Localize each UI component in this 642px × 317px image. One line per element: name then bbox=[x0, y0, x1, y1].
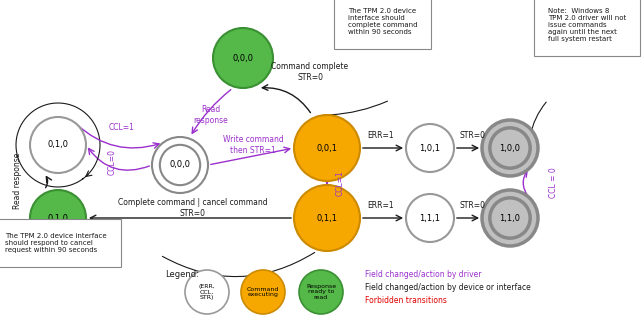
Text: Complete command | cancel command
STR=0: Complete command | cancel command STR=0 bbox=[118, 198, 268, 218]
Circle shape bbox=[241, 270, 285, 314]
Circle shape bbox=[299, 270, 343, 314]
Text: 0,0,0: 0,0,0 bbox=[169, 160, 191, 170]
Circle shape bbox=[294, 185, 360, 251]
Circle shape bbox=[406, 124, 454, 172]
Text: Legend:: Legend: bbox=[165, 270, 199, 279]
Text: 1,1,0: 1,1,0 bbox=[499, 214, 521, 223]
Text: Command complete
STR=0: Command complete STR=0 bbox=[272, 62, 349, 82]
Text: 1,0,0: 1,0,0 bbox=[499, 144, 521, 152]
Circle shape bbox=[294, 115, 360, 181]
Circle shape bbox=[152, 137, 208, 193]
Text: Command
executing: Command executing bbox=[247, 287, 279, 297]
Text: 0,0,1: 0,0,1 bbox=[317, 144, 338, 152]
Text: 1,0,1: 1,0,1 bbox=[419, 144, 440, 152]
Text: 0,1,0: 0,1,0 bbox=[48, 214, 69, 223]
Text: Response
ready to
read: Response ready to read bbox=[306, 284, 336, 300]
Text: The TPM 2.0 device
interface should
complete command
within 90 seconds: The TPM 2.0 device interface should comp… bbox=[348, 8, 417, 35]
Text: Read response: Read response bbox=[13, 153, 22, 209]
Text: CCL=1: CCL=1 bbox=[109, 124, 135, 133]
Circle shape bbox=[482, 120, 538, 176]
Text: Field changed/action by device or interface: Field changed/action by device or interf… bbox=[365, 283, 531, 292]
Text: STR=0: STR=0 bbox=[459, 132, 485, 140]
Circle shape bbox=[30, 190, 86, 246]
Text: (ERR,
CCL,
STR): (ERR, CCL, STR) bbox=[198, 284, 215, 300]
Text: ERR=1: ERR=1 bbox=[368, 132, 394, 140]
Text: Field changed/action by driver: Field changed/action by driver bbox=[365, 270, 482, 279]
Text: 1,1,1: 1,1,1 bbox=[419, 214, 440, 223]
Text: Note:  Windows 8
TPM 2.0 driver will not
issue commands
again until the next
ful: Note: Windows 8 TPM 2.0 driver will not … bbox=[548, 8, 626, 42]
Text: Write command
then STR=1: Write command then STR=1 bbox=[223, 135, 283, 155]
Text: Read
response: Read response bbox=[194, 105, 229, 125]
Circle shape bbox=[185, 270, 229, 314]
Text: 0,1,0: 0,1,0 bbox=[48, 140, 69, 150]
Text: ERR=1: ERR=1 bbox=[368, 202, 394, 210]
Text: CCL=1: CCL=1 bbox=[336, 170, 345, 196]
Circle shape bbox=[482, 190, 538, 246]
Text: Forbidden transitions: Forbidden transitions bbox=[365, 296, 447, 305]
Circle shape bbox=[30, 117, 86, 173]
Text: CCL = 0: CCL = 0 bbox=[548, 168, 557, 198]
Text: STR=0: STR=0 bbox=[459, 202, 485, 210]
Circle shape bbox=[213, 28, 273, 88]
Text: CCL=0: CCL=0 bbox=[107, 149, 116, 175]
Text: 0,0,0: 0,0,0 bbox=[232, 54, 254, 62]
Text: 0,1,1: 0,1,1 bbox=[317, 214, 338, 223]
Text: The TPM 2.0 device interface
should respond to cancel
request within 90 seconds: The TPM 2.0 device interface should resp… bbox=[5, 233, 107, 253]
Circle shape bbox=[406, 194, 454, 242]
